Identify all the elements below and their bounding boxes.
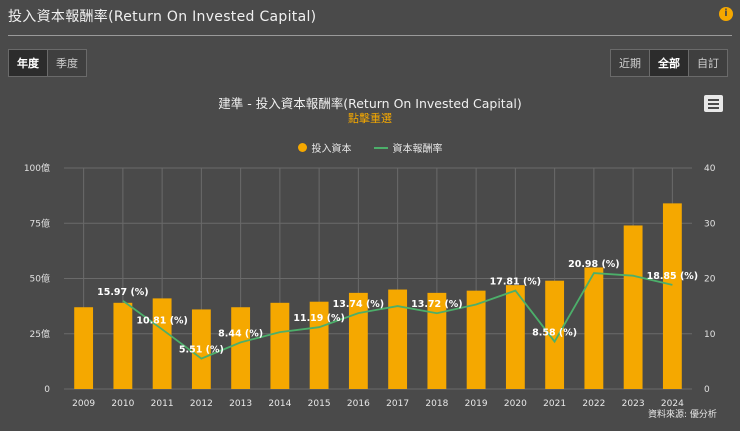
roic-data-label: 18.85 (%) (647, 271, 699, 282)
roic-data-label: 15.97 (%) (97, 287, 149, 298)
roic-data-label: 5.51 (%) (179, 345, 224, 356)
legend-item-invested-capital[interactable]: 投入資本 (297, 140, 352, 155)
page-title: 投入資本報酬率(Return On Invested Capital) (8, 9, 317, 25)
legend-line-label: 資本報酬率 (392, 144, 443, 155)
roic-data-label: 8.58 (%) (532, 328, 577, 339)
roic-data-label: 8.44 (%) (218, 328, 263, 339)
bar-invested-capital (74, 307, 94, 389)
legend-bar-label: 投入資本 (311, 144, 352, 155)
left-axis-tick: 75億 (30, 217, 50, 229)
left-axis-tick: 50億 (30, 273, 50, 285)
chart-legend: 投入資本 資本報酬率 (0, 140, 740, 155)
chart-title: 建準 - 投入資本報酬率(Return On Invested Capital) (218, 96, 522, 111)
x-axis-tick: 2016 (347, 399, 370, 409)
bar-invested-capital (584, 267, 604, 389)
roic-line (122, 272, 673, 360)
roic-data-label: 13.72 (%) (411, 299, 463, 310)
x-axis-tick: 2015 (308, 399, 331, 409)
left-axis-tick: 0 (44, 385, 50, 395)
x-axis-tick: 2014 (268, 399, 291, 409)
x-axis-tick: 2024 (661, 399, 684, 409)
right-axis-tick: 10 (704, 330, 716, 340)
bar-invested-capital (270, 302, 290, 389)
roic-data-label: 20.98 (%) (568, 259, 620, 270)
data-source: 資料來源: 優分析 (648, 410, 717, 420)
roic-data-label: 13.74 (%) (333, 299, 385, 310)
bar-invested-capital (505, 285, 525, 389)
bar-invested-capital (309, 301, 329, 389)
x-axis-tick: 2009 (72, 399, 95, 409)
x-axis-tick: 2023 (622, 399, 645, 409)
tab-custom[interactable]: 自訂 (689, 49, 728, 77)
bar-invested-capital (545, 280, 565, 389)
legend-item-roic[interactable]: 資本報酬率 (373, 140, 443, 155)
x-axis-tick: 2010 (111, 399, 134, 409)
x-axis-tick: 2011 (151, 399, 174, 409)
bar-invested-capital (388, 289, 408, 389)
x-axis-tick: 2018 (425, 399, 448, 409)
roic-data-label: 17.81 (%) (490, 277, 542, 288)
x-axis-tick: 2013 (229, 399, 252, 409)
left-axis-tick: 25億 (30, 328, 50, 340)
legend-line-icon (373, 146, 388, 149)
bar-invested-capital (152, 298, 172, 389)
x-axis-tick: 2020 (504, 399, 527, 409)
bar-invested-capital (466, 290, 486, 389)
bar-invested-capital (191, 309, 211, 389)
chart-reselect-link[interactable]: 點擊重選 (348, 112, 392, 125)
x-axis-tick: 2021 (543, 399, 566, 409)
bar-invested-capital (427, 292, 447, 389)
tab-quarterly[interactable]: 季度 (48, 49, 87, 77)
right-axis-tick: 30 (704, 219, 716, 229)
hamburger-menu-icon[interactable] (704, 95, 723, 112)
roic-data-label: 10.81 (%) (136, 315, 188, 326)
left-axis-tick: 100億 (24, 162, 50, 174)
x-axis-tick: 2017 (386, 399, 409, 409)
tab-all[interactable]: 全部 (650, 49, 689, 77)
legend-dot-icon (297, 143, 307, 152)
tab-recent[interactable]: 近期 (610, 49, 650, 77)
x-axis-tick: 2019 (465, 399, 488, 409)
bar-invested-capital (623, 225, 643, 389)
x-axis-tick: 2012 (190, 399, 213, 409)
tab-annual[interactable]: 年度 (8, 49, 48, 77)
x-axis-tick: 2022 (582, 399, 605, 409)
title-divider (8, 35, 732, 36)
bar-invested-capital (662, 203, 682, 389)
roic-data-label: 11.19 (%) (293, 313, 345, 324)
bar-invested-capital (113, 302, 133, 389)
info-icon[interactable]: i (719, 7, 733, 21)
right-axis-tick: 0 (704, 385, 710, 395)
right-axis-tick: 20 (704, 275, 716, 285)
bar-invested-capital (231, 307, 251, 389)
bar-invested-capital (348, 292, 368, 389)
period-tab-group: 年度 季度 (8, 49, 87, 77)
right-axis-tick: 40 (704, 164, 716, 174)
range-tab-group: 近期 全部 自訂 (610, 49, 728, 77)
